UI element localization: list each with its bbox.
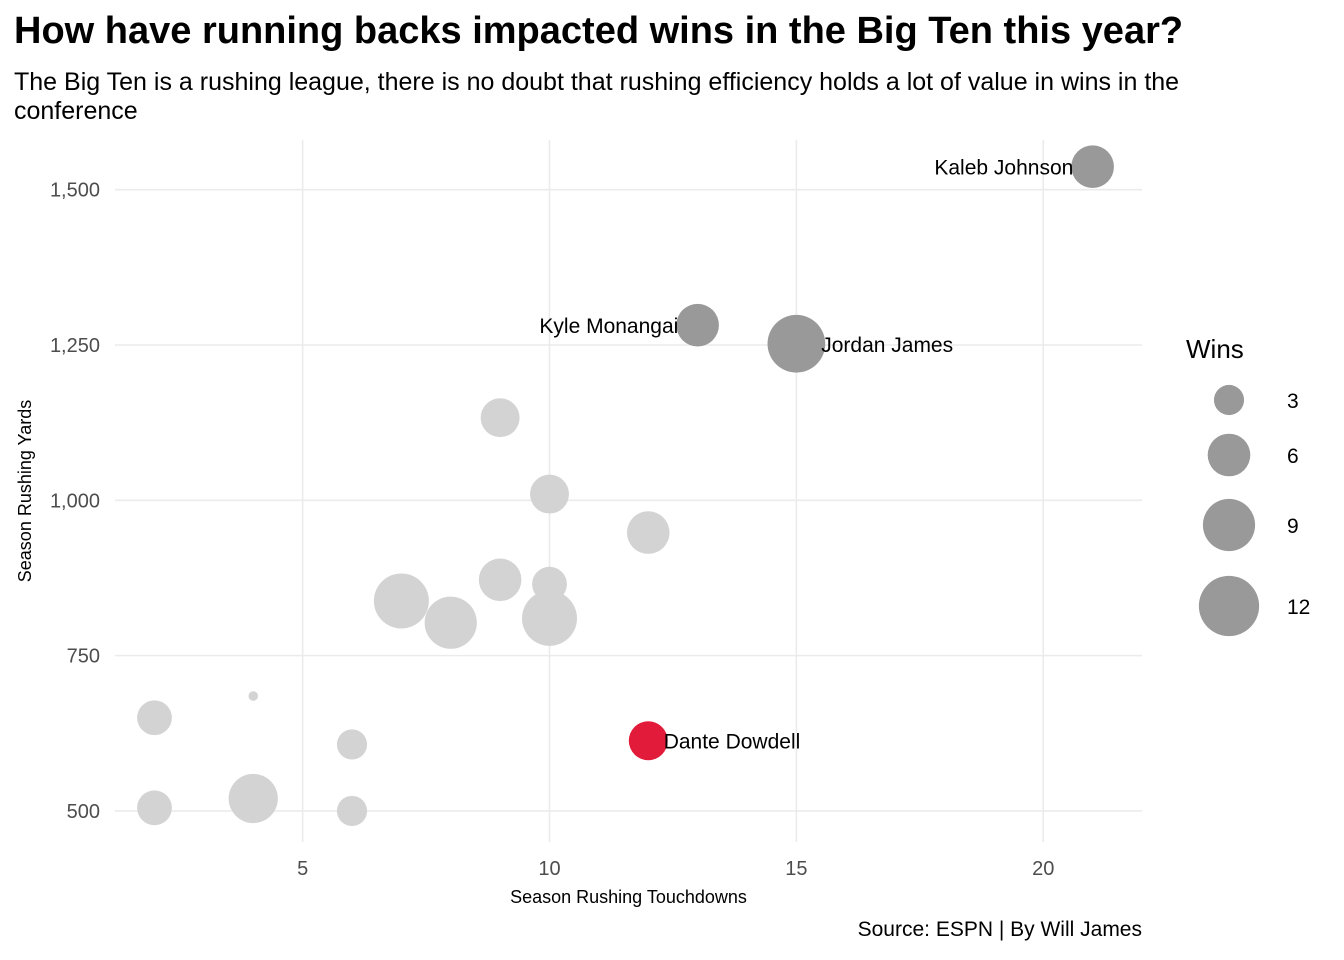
point-label: Jordan James [821,334,953,357]
point-label: Kyle Monangai [539,315,678,338]
axis-ticks: 5 10 15 20 500 750 1,000 1,250 1,500 [50,180,1054,880]
data-point [373,573,429,629]
legend-label: 6 [1287,445,1299,468]
x-tick-label: 15 [785,858,807,880]
chart-caption: Source: ESPN | By Will James [857,918,1142,941]
point-label: Kaleb Johnson [934,157,1073,180]
legend-key [1198,575,1260,637]
x-tick-label: 5 [297,858,308,880]
point-labels: Kaleb Johnson Kyle Monangai Jordan James Da… [539,157,1073,754]
data-point [336,729,368,760]
data-point [480,398,520,438]
y-axis-title: Season Rushing Yards [15,400,35,582]
legend-label: 12 [1287,596,1310,619]
chart-title: How have running backs impacted wins in … [14,10,1184,52]
y-tick-label: 1,500 [50,180,100,202]
data-point [137,700,172,736]
x-axis-title: Season Rushing Touchdowns [510,887,747,907]
legend-label: 9 [1287,515,1299,538]
y-tick-label: 1,250 [50,335,100,357]
legend-label: 3 [1287,390,1299,413]
data-point [626,511,670,554]
size-legend: Wins 3 6 9 12 [1186,334,1310,637]
legend-key [1213,384,1245,416]
data-point [478,558,522,602]
legend-key [1207,433,1251,477]
data-point [521,590,578,646]
grid-lines [115,140,1142,842]
data-point [228,773,278,824]
data-point [1071,145,1114,189]
data-point [248,691,259,701]
data-point [767,314,826,373]
data-point [424,596,477,649]
y-tick-label: 1,000 [50,490,100,512]
highlight-point [628,721,668,761]
data-point [137,790,172,826]
legend-title: Wins [1186,334,1244,364]
data-point [530,474,569,514]
chart-subtitle: The Big Ten is a rushing league, there i… [14,68,1180,125]
data-point [676,303,719,347]
legend-key [1202,498,1256,552]
x-tick-label: 20 [1032,858,1054,880]
x-tick-label: 10 [538,858,560,880]
y-tick-label: 750 [67,646,100,668]
data-point [336,795,368,827]
y-tick-label: 500 [67,801,100,823]
point-label: Dante Dowdell [664,731,801,754]
data-points [137,145,1114,827]
